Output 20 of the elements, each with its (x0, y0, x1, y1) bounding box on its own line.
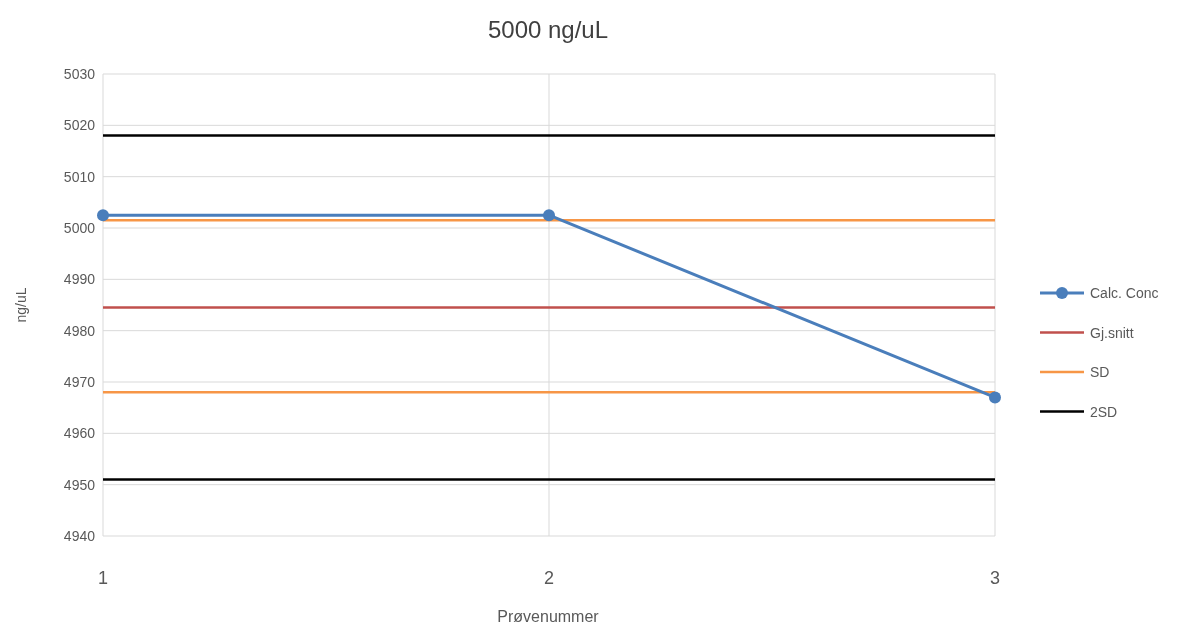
y-tick-label: 5030 (63, 66, 96, 82)
x-tick-label: 3 (989, 568, 1001, 588)
y-tick-label: 4950 (63, 476, 96, 493)
legend-label: 2SD (1090, 403, 1118, 420)
y-tick-label: 4940 (63, 528, 96, 544)
x-tick-label: 2 (543, 568, 555, 588)
y-tick-label: 4990 (63, 271, 96, 288)
x-tick-label: 1 (97, 568, 109, 588)
y-tick-label: 4970 (63, 374, 96, 390)
legend-label: SD (1090, 364, 1110, 380)
y-tick-label: 4960 (63, 425, 96, 442)
y-tick-label: 5020 (63, 117, 96, 134)
chart-title: 5000 ng/uL (487, 16, 609, 43)
y-axis-title: ng/uL (13, 287, 29, 323)
legend-label: Calc. Conc (1090, 285, 1159, 301)
legend-label: Gj.snitt (1090, 324, 1134, 341)
x-axis-title: Prøvenummer (497, 608, 600, 625)
y-tick-label: 4980 (63, 322, 96, 339)
y-tick-label: 5000 (63, 220, 96, 236)
y-tick-label: 5010 (63, 168, 96, 185)
